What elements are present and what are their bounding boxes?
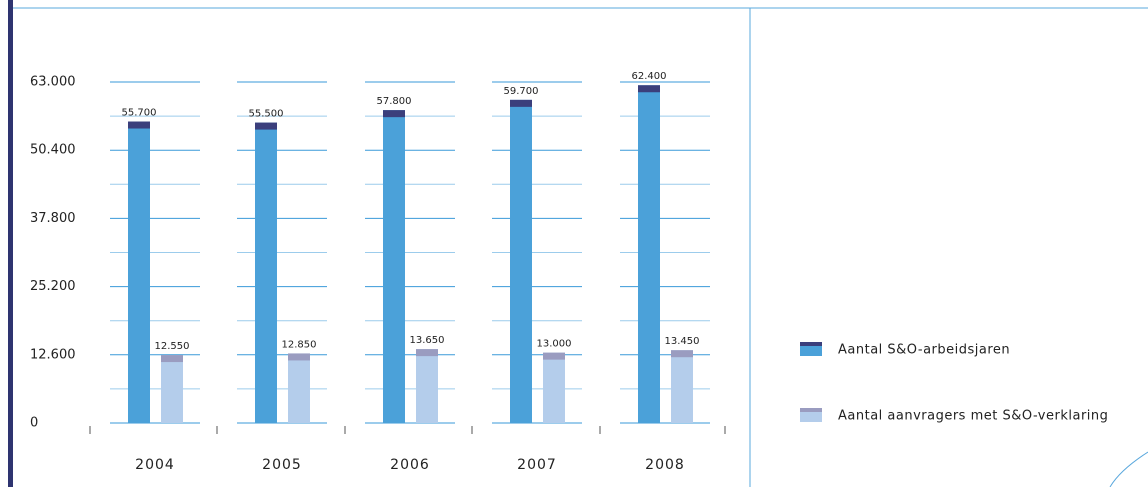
legend-swatch-cap (800, 342, 822, 346)
x-tick-label: 2008 (645, 457, 685, 473)
bar-cap (543, 352, 565, 360)
bar (416, 349, 438, 423)
bar (510, 99, 532, 423)
value-label: 57.800 (377, 96, 412, 107)
value-label: 13.450 (665, 336, 700, 347)
value-label: 55.700 (122, 108, 157, 119)
bar-cap (288, 353, 310, 361)
bar (128, 121, 150, 423)
bar-cap (255, 122, 277, 130)
value-label: 62.400 (632, 71, 667, 82)
x-tick-label: 2004 (135, 457, 175, 473)
bar-cap (671, 350, 693, 358)
legend-label: Aantal aanvragers met S&O-verklaring (838, 409, 1108, 424)
bar-cap (510, 99, 532, 107)
value-label: 13.650 (410, 335, 445, 346)
bar-cap (416, 349, 438, 357)
bar (543, 352, 565, 423)
y-tick-label: 12.600 (30, 347, 76, 362)
bar (255, 122, 277, 423)
value-label: 12.550 (155, 341, 190, 352)
bar (638, 85, 660, 423)
y-tick-label: 50.400 (30, 143, 76, 158)
x-tick-label: 2005 (262, 457, 302, 473)
x-tick-label: 2007 (517, 457, 557, 473)
bar-cap (161, 355, 183, 363)
x-tick-label: 2006 (390, 457, 430, 473)
corner-curve (1109, 451, 1148, 487)
bar (161, 355, 183, 423)
value-label: 55.500 (249, 109, 284, 120)
bar (671, 350, 693, 423)
bar-cap (128, 121, 150, 129)
legend-label: Aantal S&O-arbeidsjaren (838, 343, 1010, 358)
y-tick-label: 63.000 (30, 75, 76, 90)
legend-swatch-cap (800, 408, 822, 412)
value-label: 59.700 (504, 86, 539, 97)
y-tick-label: 0 (30, 416, 38, 431)
value-label: 13.000 (537, 339, 572, 350)
bar (288, 353, 310, 423)
left-border (8, 0, 13, 487)
bar (383, 110, 405, 424)
bar-cap (638, 85, 660, 93)
value-label: 12.850 (282, 339, 317, 350)
bar-cap (383, 110, 405, 118)
y-tick-label: 25.200 (30, 279, 76, 294)
y-tick-label: 37.800 (30, 211, 76, 226)
